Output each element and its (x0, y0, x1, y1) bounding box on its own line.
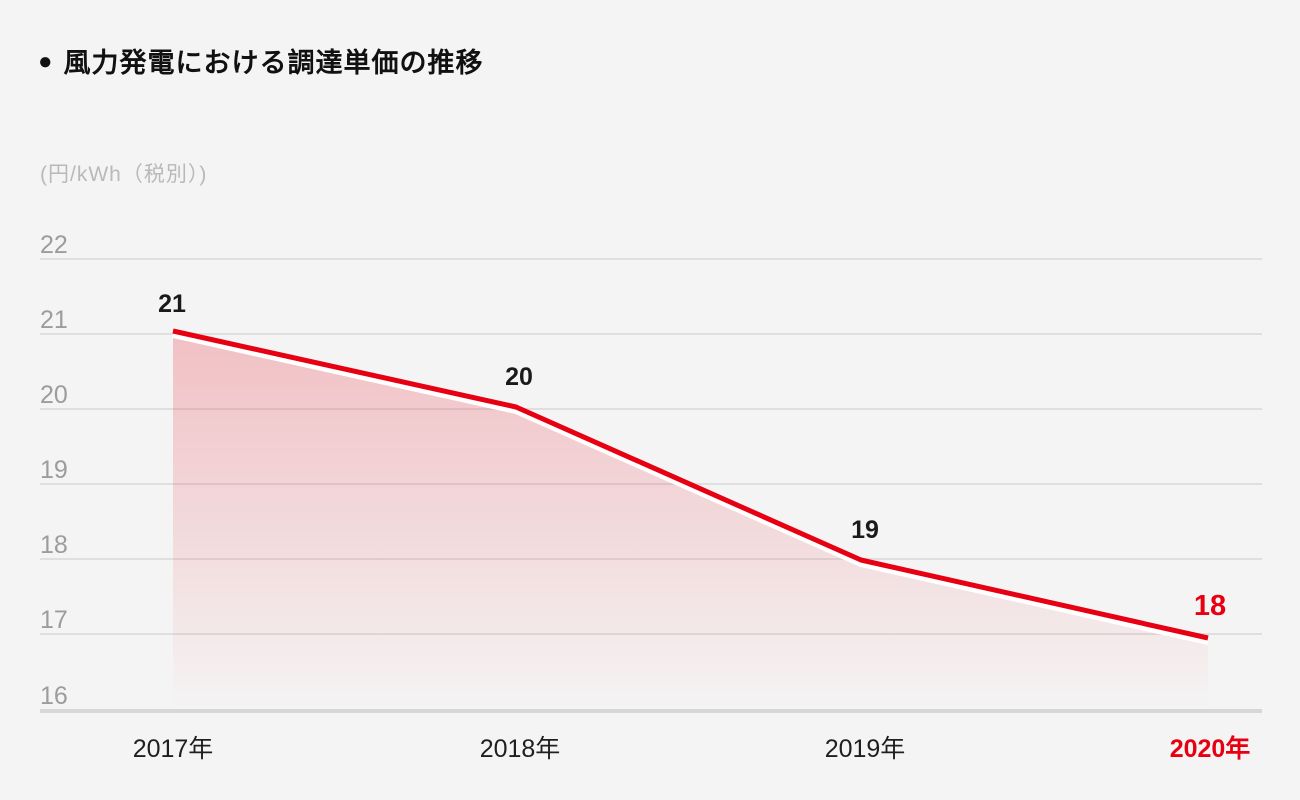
y-tick-20: 20 (40, 381, 68, 409)
y-tick-22: 22 (40, 231, 68, 259)
area-fill (173, 338, 1208, 710)
y-tick-17: 17 (40, 606, 68, 634)
x-label-2017: 2017年 (133, 735, 214, 763)
y-tick-16: 16 (40, 682, 68, 710)
y-tick-18: 18 (40, 531, 68, 559)
page-title-text: 風力発電における調達単価の推移 (63, 48, 484, 78)
point-label-2017: 21 (158, 290, 186, 318)
page-title: ● 風力発電における調達単価の推移 (38, 41, 484, 80)
series-line (172, 328, 1209, 641)
x-label-2020-highlighted: 2020年 (1170, 734, 1251, 763)
series-white-edge (172, 332, 1209, 645)
point-label-2019: 19 (851, 516, 879, 544)
point-label-2020-highlighted: 18 (1194, 590, 1226, 622)
bullet-icon: ● (38, 47, 54, 75)
y-axis-unit-label: (円/kWh（税別）) (40, 163, 208, 186)
y-tick-21: 21 (40, 306, 68, 334)
y-tick-19: 19 (40, 456, 68, 484)
x-label-2019: 2019年 (825, 735, 906, 763)
x-label-2018: 2018年 (480, 735, 561, 763)
point-label-2018: 20 (505, 363, 533, 391)
